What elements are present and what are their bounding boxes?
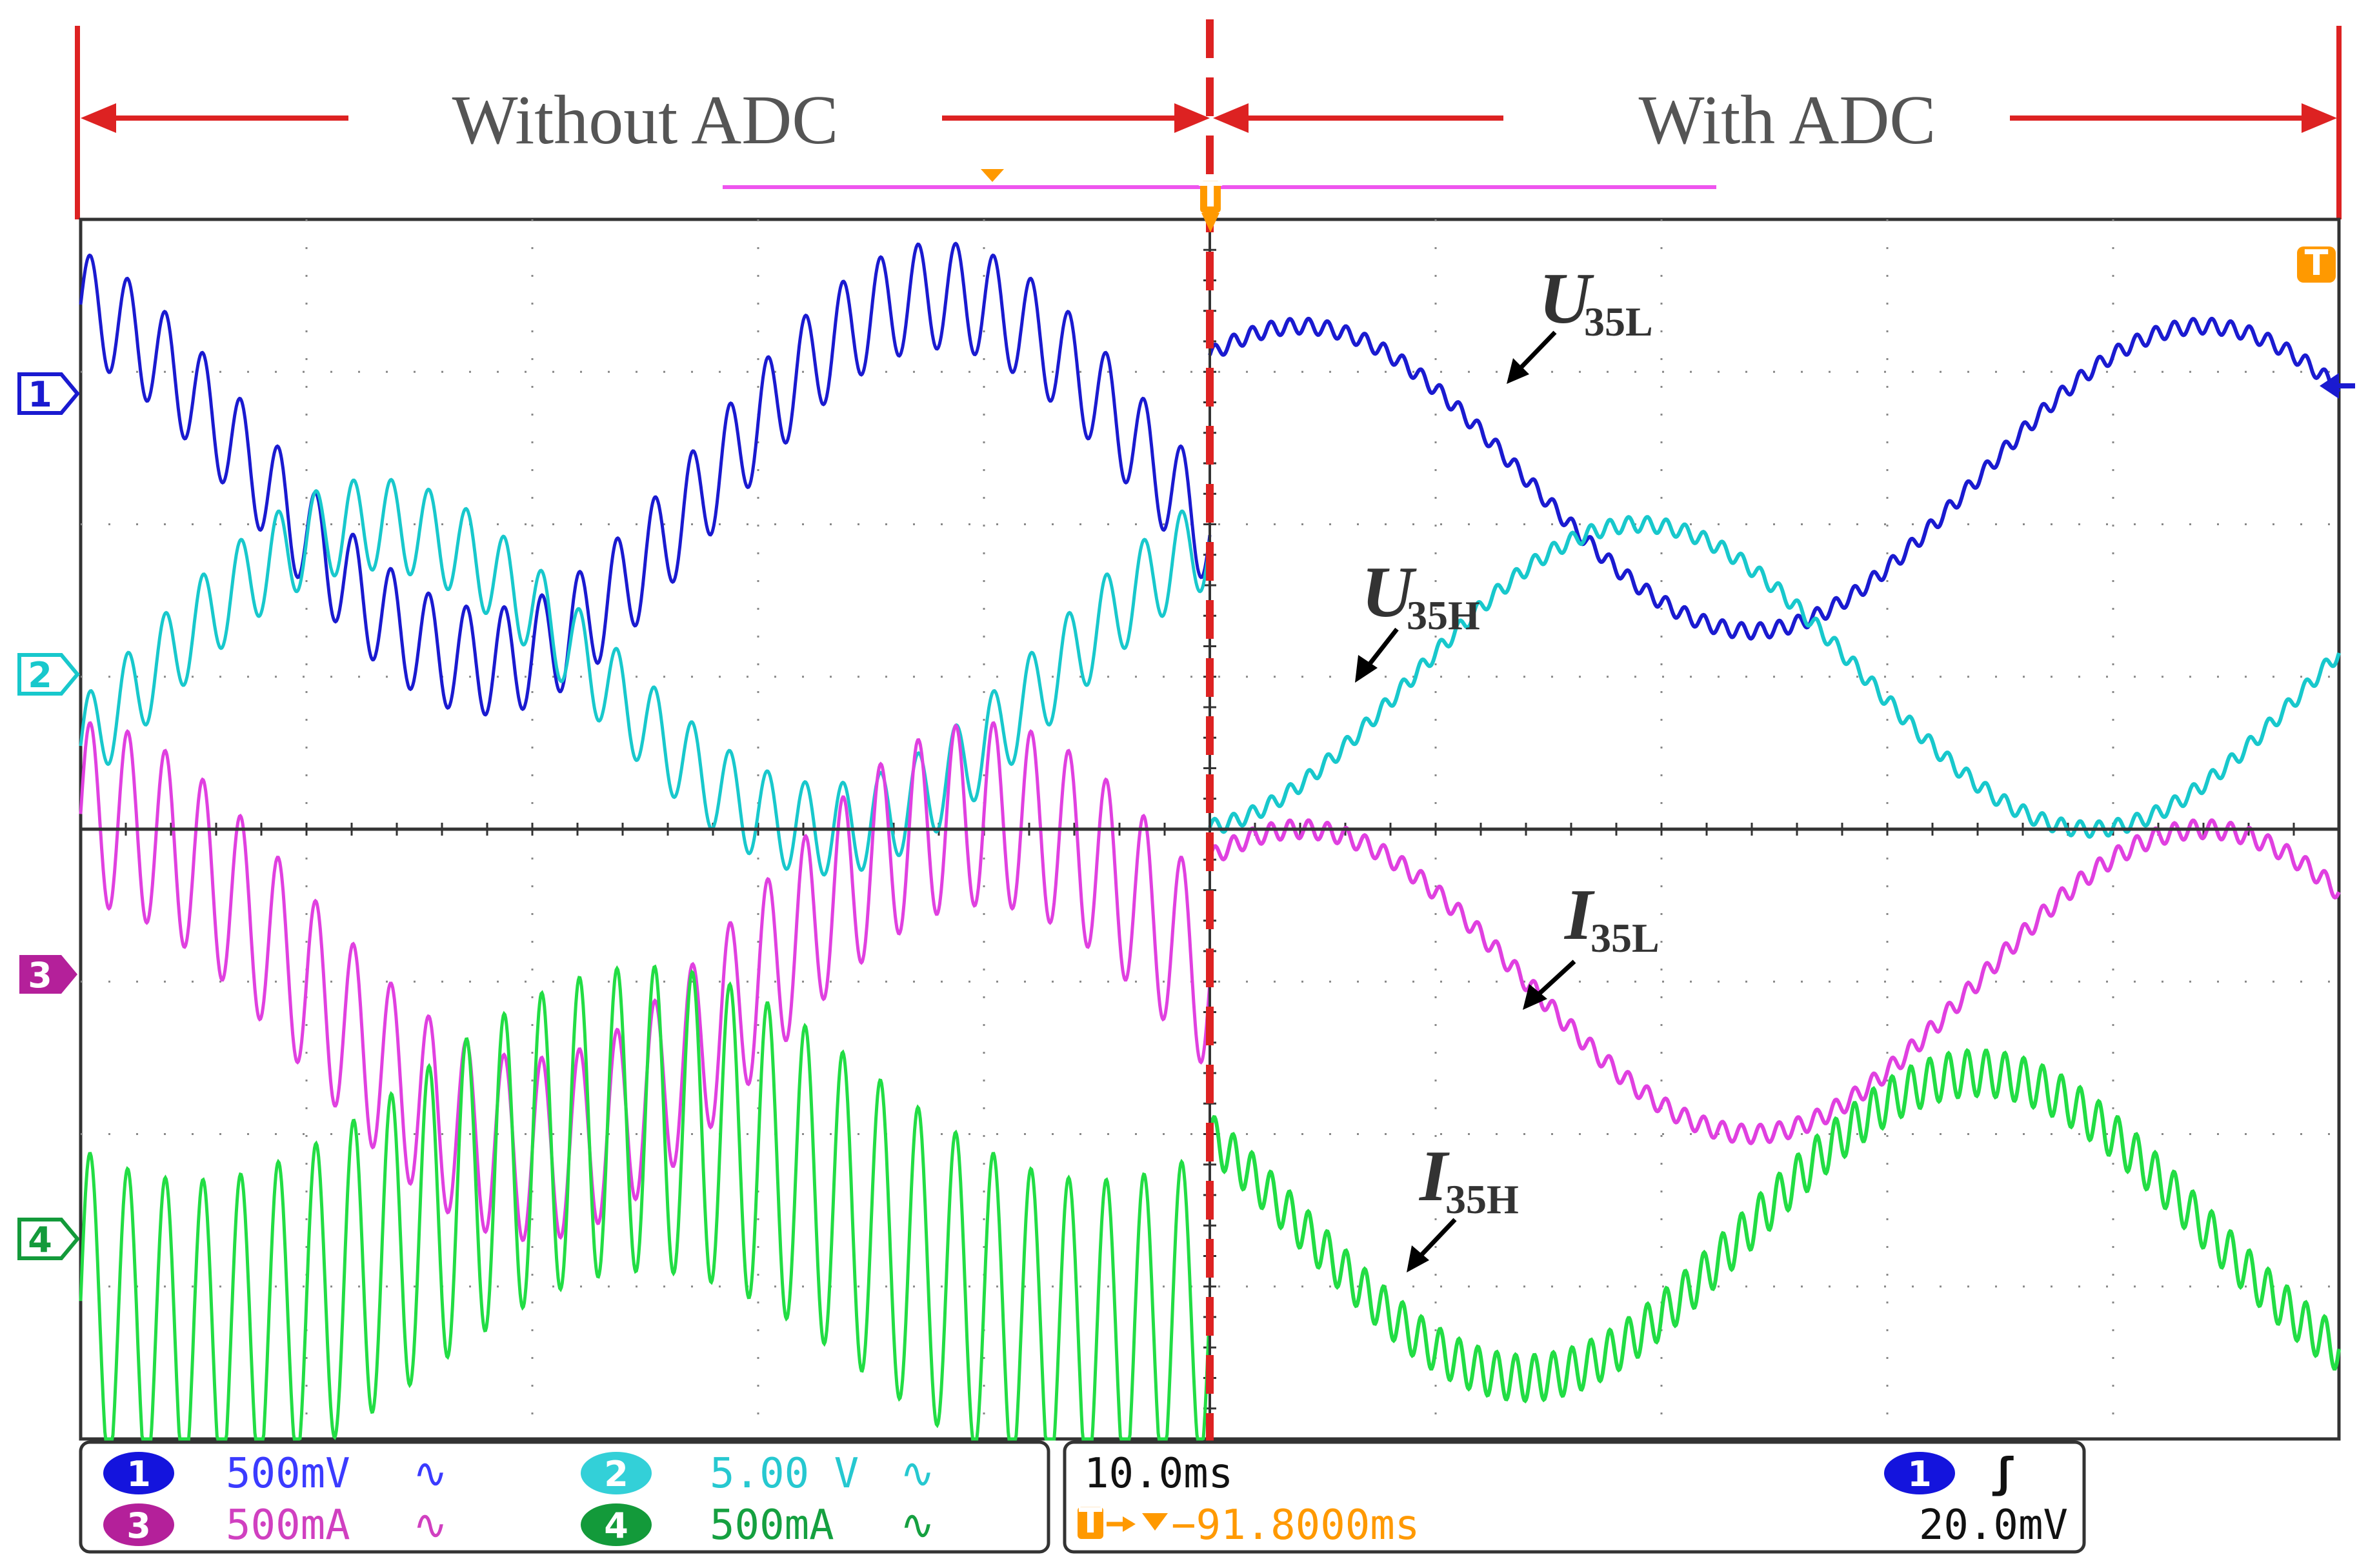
u35h-sub: 35H	[1407, 592, 1480, 638]
timebase-box	[1063, 1440, 2086, 1554]
trigger-marker: T	[1199, 174, 1223, 232]
i35h-sub: 35H	[1445, 1176, 1519, 1222]
channel-4-badge-num: 4	[604, 1505, 628, 1546]
i35l-arrowhead	[1523, 984, 1547, 1010]
trigger-level-value: 20.0mV	[1919, 1502, 2068, 1549]
channel-3-coupling-icon: ∿	[413, 1502, 448, 1549]
label-u35h: U 35H	[1355, 552, 1480, 683]
trigger-position-readout: T −91.8000ms	[1078, 1500, 1420, 1549]
channel-4-marker: 4	[17, 1218, 80, 1260]
trigger-source: 1	[1907, 1454, 1932, 1494]
channel-2-badge-num: 2	[604, 1454, 628, 1494]
i35l-sub: 35L	[1590, 915, 1660, 961]
trace-i35h-without-adc	[79, 964, 1212, 1441]
with-adc-label: With ADC	[1639, 82, 1936, 159]
i35h-main: I	[1418, 1136, 1450, 1216]
trace-i35l-with-adc	[1208, 818, 2341, 1145]
trigger-position-icon	[981, 169, 1004, 182]
channel-4-scale: 500mA	[710, 1502, 834, 1549]
i35l-arrow	[1534, 960, 1576, 999]
channel-3-label: 3	[28, 955, 52, 996]
label-i35h: I 35H	[1407, 1136, 1519, 1272]
channel-4-coupling-icon: ∿	[900, 1502, 935, 1549]
channel-2-label: 2	[28, 655, 52, 696]
channel-3-scale: 500mA	[226, 1502, 350, 1549]
label-u35l: U 35L	[1507, 259, 1653, 384]
without-adc-label: Without ADC	[452, 82, 839, 159]
u35l-arrow	[1516, 330, 1557, 373]
channel-1-marker: 1	[17, 372, 80, 415]
channel-3-setting: 3 500mA ∿	[103, 1502, 448, 1549]
channel-2-marker: 2	[17, 653, 80, 696]
channel-4-badge	[581, 1503, 652, 1546]
arrowhead	[2302, 103, 2337, 133]
channel-settings-box	[79, 1440, 1050, 1554]
trigger-arrow-head	[1123, 1516, 1136, 1532]
i35l-main: I	[1563, 875, 1595, 955]
trigger-t-letter: T	[1079, 1500, 1103, 1541]
channel-3-marker: 3	[19, 955, 77, 996]
trigger-slope-icon: ʃ	[1991, 1450, 2016, 1498]
channel-2-badge	[581, 1452, 652, 1494]
trigger-position-value: −91.8000ms	[1171, 1502, 1420, 1549]
timebase-value: 10.0ms	[1084, 1450, 1233, 1498]
region-annotation: Without ADC With ADC	[75, 26, 2342, 219]
trigger-down-icon	[1142, 1513, 1168, 1531]
u35h-arrow	[1365, 627, 1399, 670]
traces	[79, 241, 2341, 1441]
trace-u35l-with-adc	[1208, 316, 2341, 641]
i35h-arrow	[1416, 1218, 1457, 1260]
channel-2-setting: 2 5.00 V ∿	[581, 1450, 935, 1498]
channel-1-scale: 500mV	[226, 1450, 350, 1498]
trigger-t-badge	[1078, 1507, 1103, 1539]
channel-1-badge	[103, 1452, 174, 1494]
channel-4-label: 4	[28, 1220, 52, 1260]
label-i35l: I 35L	[1523, 875, 1660, 1010]
u35h-main: U	[1361, 552, 1417, 632]
trace-u35l-without-adc	[79, 241, 1212, 717]
u35l-main: U	[1539, 259, 1594, 339]
u35l-sub: 35L	[1584, 299, 1653, 345]
channel-2-coupling-icon: ∿	[900, 1450, 935, 1498]
channel-1-badge-num: 1	[126, 1454, 151, 1494]
arrowhead	[81, 103, 116, 133]
i35h-arrowhead	[1407, 1245, 1429, 1272]
channel-1-setting: 1 500mV ∿	[103, 1450, 448, 1498]
trigger-letter: T	[1199, 174, 1223, 215]
trace-i35h-with-adc	[1208, 1048, 2341, 1404]
arrowhead	[1174, 103, 1210, 133]
channel-3-badge-num: 3	[126, 1505, 151, 1546]
status-panel: 1 500mV ∿ 2 5.00 V ∿ 3 500mA ∿ 4 500mA ∿…	[79, 1440, 2086, 1554]
channel-2-scale: 5.00 V	[710, 1450, 859, 1498]
channel-1-label: 1	[28, 374, 52, 415]
channel-3-badge	[103, 1503, 174, 1546]
trace-u35h-without-adc	[79, 477, 1212, 877]
trace-u35h-with-adc	[1208, 515, 2341, 839]
trigger-source-badge	[1884, 1452, 1955, 1494]
u35l-arrowhead	[1507, 358, 1529, 384]
arrowhead	[1213, 103, 1249, 133]
trigger-right-marker: T	[2297, 243, 2336, 283]
channel-4-setting: 4 500mA ∿	[581, 1502, 935, 1549]
trigger-right-letter: T	[2305, 243, 2329, 283]
u35h-arrowhead	[1355, 655, 1378, 683]
channel-1-coupling-icon: ∿	[413, 1450, 448, 1498]
